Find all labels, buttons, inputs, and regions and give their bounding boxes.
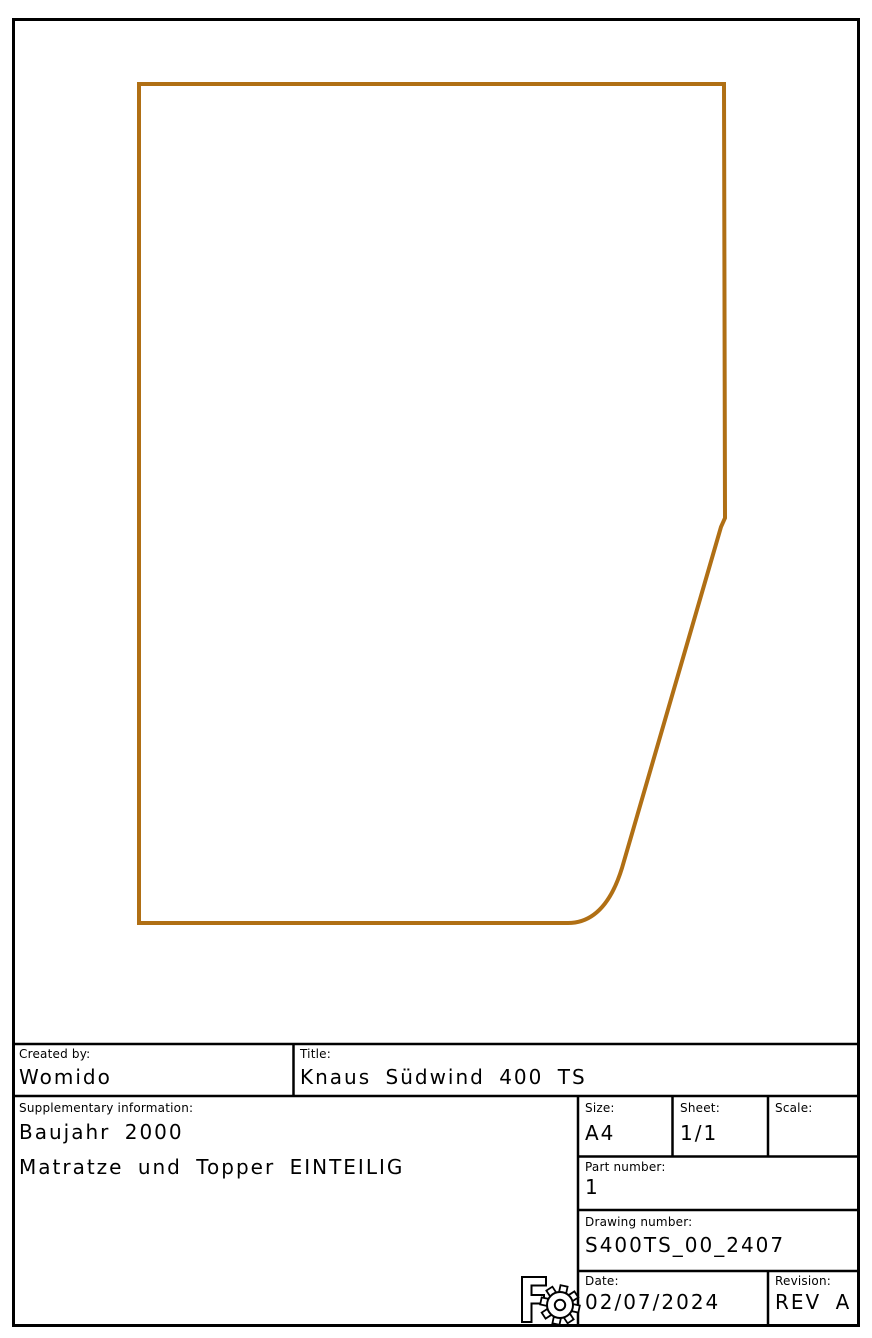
freecad-logo-svg: [521, 1276, 581, 1326]
logo-gear: [539, 1284, 581, 1326]
sheet-value: 1/1: [680, 1121, 719, 1145]
supplementary-line1: Baujahr 2000: [19, 1120, 184, 1144]
sheet-label: Sheet:: [680, 1101, 720, 1115]
drawing-number-value: S400TS_00_2407: [585, 1233, 786, 1257]
size-label: Size:: [585, 1101, 615, 1115]
title-value: Knaus Südwind 400 TS: [300, 1065, 587, 1089]
drawing-number-label: Drawing number:: [585, 1215, 693, 1229]
part-number-label: Part number:: [585, 1160, 666, 1174]
supplementary-line2: Matratze und Topper EINTEILIG: [19, 1155, 405, 1179]
date-label: Date:: [585, 1274, 619, 1288]
freecad-logo-icon: [519, 1274, 581, 1330]
revision-value: REV A: [775, 1290, 852, 1314]
part-number-value: 1: [585, 1175, 600, 1199]
supplementary-label: Supplementary information:: [19, 1101, 194, 1115]
created-by-value: Womido: [19, 1065, 112, 1089]
title-label: Title:: [300, 1047, 331, 1061]
title-block-grid: [12, 1042, 860, 1326]
revision-label: Revision:: [775, 1274, 831, 1288]
page-border: [12, 18, 860, 1327]
size-value: A4: [585, 1121, 616, 1145]
scale-label: Scale:: [775, 1101, 813, 1115]
logo-letter-f: [521, 1276, 547, 1323]
date-value: 02/07/2024: [585, 1290, 721, 1314]
created-by-label: Created by:: [19, 1047, 91, 1061]
mattress-outline: [137, 82, 728, 925]
